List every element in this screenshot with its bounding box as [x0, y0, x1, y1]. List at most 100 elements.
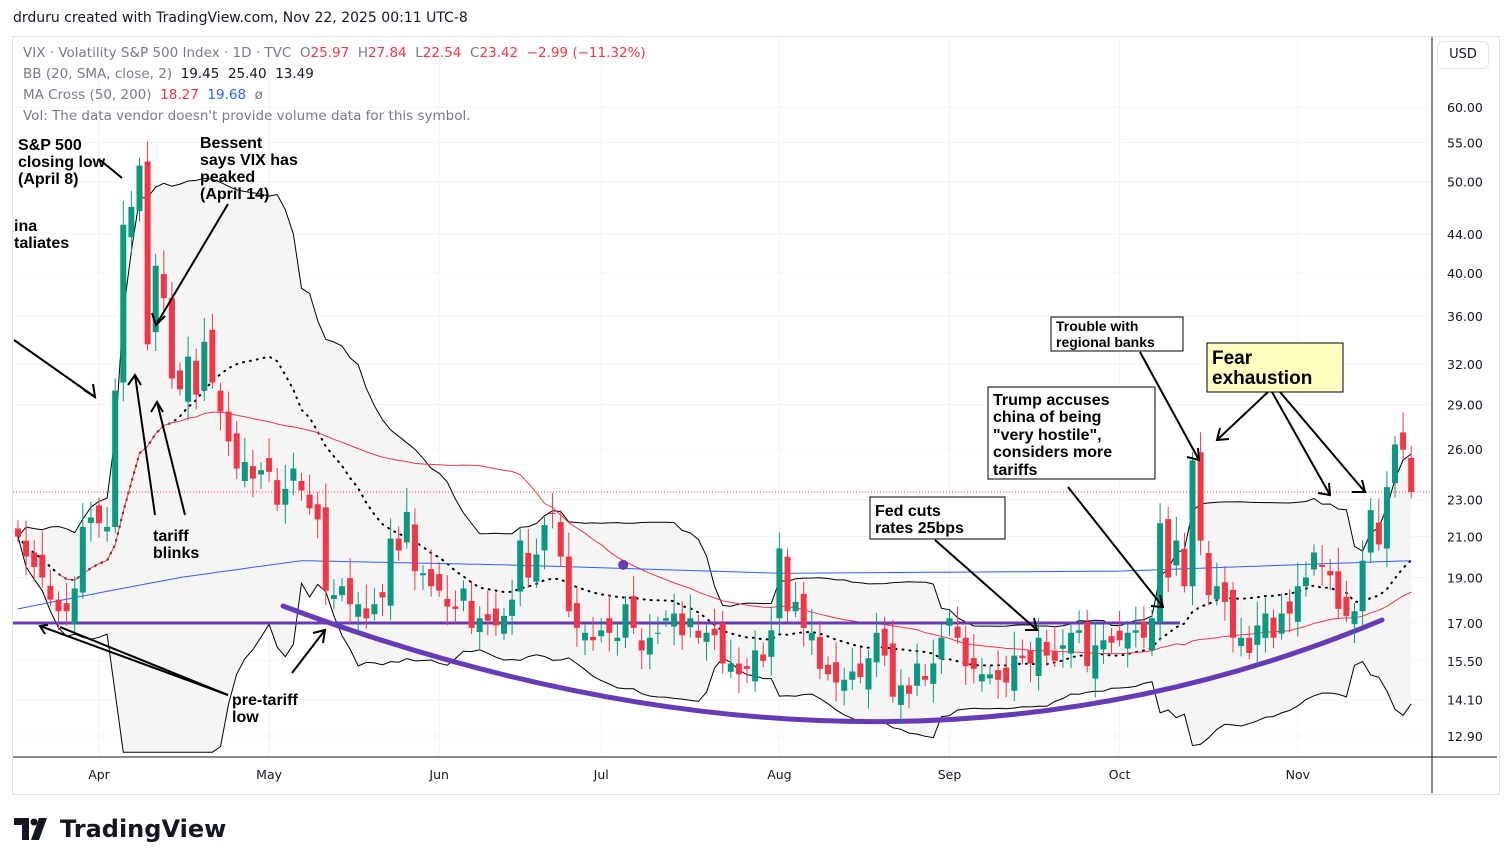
candle-body: [1051, 651, 1058, 661]
candle-body: [1246, 637, 1253, 654]
candle-body: [460, 588, 467, 601]
candle-body: [144, 161, 151, 345]
candle-body: [541, 525, 548, 551]
logo-text: TradingView: [60, 815, 227, 843]
candle-body: [55, 599, 62, 612]
candle-body: [339, 586, 345, 596]
candle-body: [1238, 637, 1245, 647]
candle-body: [330, 595, 337, 599]
candle-body: [1286, 601, 1293, 614]
candle-body: [654, 632, 661, 634]
candle-body: [241, 461, 248, 481]
candle-body: [1076, 630, 1083, 633]
candle-body: [711, 628, 718, 636]
candle-body: [557, 522, 564, 557]
candle-body: [808, 632, 815, 641]
time-tick-label: Apr: [88, 767, 110, 782]
candle-body: [768, 630, 775, 657]
candle-body: [703, 632, 710, 642]
candle-body: [1189, 460, 1196, 587]
candle-body: [565, 556, 572, 612]
candle-body: [922, 675, 929, 680]
candle-body: [47, 585, 54, 600]
candle-body: [816, 636, 823, 669]
annotation-tariff-blinks: tariff blinks: [153, 528, 199, 562]
bottoming-arc: [280, 603, 1385, 725]
annotation-fear-exhaustion: Fear exhaustion: [1212, 348, 1312, 389]
annotation-fed-cuts: Fed cuts rates 25bps: [875, 503, 964, 537]
candle-body: [282, 488, 289, 505]
candle-body: [857, 663, 864, 678]
candle-body: [1375, 522, 1382, 545]
candle-body: [995, 670, 1002, 680]
candle-body: [71, 588, 78, 624]
candle-body: [1408, 457, 1415, 492]
candle-body: [387, 538, 394, 606]
tradingview-logo-icon: [14, 818, 47, 840]
candle-body: [930, 663, 937, 684]
candle-body: [873, 632, 880, 663]
annotation-pre-tariff-low: pre-tariff low: [232, 692, 298, 726]
candle-body: [201, 341, 208, 391]
annotations: [13, 159, 1367, 696]
candle-body: [1157, 523, 1164, 623]
candle-body: [1149, 618, 1155, 651]
tradingview-logo[interactable]: TradingView: [14, 815, 226, 843]
candle-body: [630, 596, 637, 628]
candle-body: [889, 643, 896, 697]
candle-body: [395, 538, 402, 551]
candle-body: [1165, 519, 1172, 578]
candle-body: [492, 608, 499, 626]
legend-ma-row[interactable]: MA Cross (50, 200) 18.27 19.68 ø: [23, 87, 263, 103]
candle-body: [638, 640, 645, 651]
candle-body: [39, 554, 46, 578]
candle-body: [31, 552, 38, 567]
candle-body: [970, 658, 977, 669]
candle-body: [1359, 560, 1366, 612]
candle-body: [1335, 571, 1342, 609]
candle-body: [1270, 617, 1277, 638]
ma-200: [17, 560, 1412, 610]
candle-body: [1181, 548, 1188, 587]
candle-body: [436, 574, 443, 591]
candle-body: [1068, 632, 1074, 654]
annotation-labels: ina taliates S&P 500 closing low (April 8) …: [14, 135, 1344, 726]
candle-body: [1084, 622, 1091, 667]
candle-body: [719, 623, 726, 664]
candle-body: [1400, 432, 1407, 450]
candle-body: [1367, 510, 1374, 553]
price-tick-label: 36.00: [1447, 309, 1483, 324]
price-axis: 60.00 55.00 50.00 44.00 40.00 36.00 32.00 29.00…: [13, 37, 1497, 793]
candle-body: [1351, 611, 1358, 625]
candle-body: [825, 664, 831, 675]
candle-body: [784, 556, 791, 612]
candle-body: [209, 329, 216, 383]
candle-body: [1124, 632, 1131, 649]
price-tick-label: 19.00: [1447, 571, 1483, 586]
candle-body: [1205, 552, 1212, 596]
candle-body: [687, 618, 694, 628]
candle-body: [727, 663, 734, 672]
candle-body: [914, 663, 921, 686]
candle-body: [1311, 552, 1317, 570]
price-tick-label: 26.00: [1447, 442, 1483, 457]
candle-body: [136, 165, 143, 212]
legend-bb-row[interactable]: BB (20, SMA, close, 2) 19.45 25.40 13.49: [23, 66, 314, 82]
candle-body: [1003, 667, 1010, 683]
candle-body: [906, 685, 912, 694]
price-tick-label: 40.00: [1447, 266, 1483, 281]
candle-body: [306, 494, 313, 509]
candle-body: [533, 554, 540, 582]
time-tick-label: May: [256, 767, 282, 782]
candle-body: [978, 674, 985, 682]
candle-body: [1059, 645, 1066, 649]
candle-body: [314, 504, 321, 520]
legend-symbol-row[interactable]: VIX · Volatility S&P 500 Index · 1D · TV…: [23, 45, 646, 61]
time-tick-label: Jul: [593, 767, 609, 782]
candle-body: [582, 632, 588, 641]
candle-body: [841, 679, 848, 691]
ma-50: [58, 411, 1412, 655]
currency-button[interactable]: USD: [1437, 41, 1489, 69]
price-chart[interactable]: 60.00 55.00 50.00 44.00 40.00 36.00 32.00 29.00…: [0, 0, 1510, 800]
candle-body: [517, 540, 524, 592]
